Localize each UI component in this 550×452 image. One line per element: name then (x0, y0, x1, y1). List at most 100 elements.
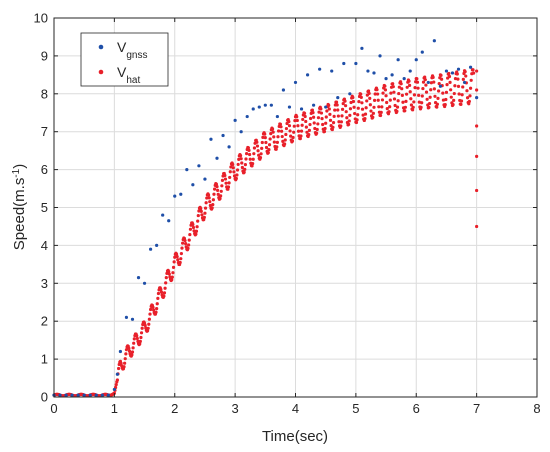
vhat-point (162, 294, 166, 298)
vhat-point (204, 201, 208, 205)
vhat-point (256, 149, 260, 153)
vhat-point (234, 176, 238, 181)
x-tick-label: 8 (533, 401, 540, 416)
vgnss-point (408, 69, 412, 73)
vhat-point (215, 185, 219, 189)
vhat-point (280, 129, 284, 133)
vhat-point (461, 85, 465, 89)
vgnss-point (426, 80, 430, 85)
vhat-point (175, 255, 179, 259)
vhat-point (246, 146, 251, 150)
vhat-point (272, 140, 276, 144)
vhat-point (400, 87, 404, 91)
vhat-point (351, 95, 355, 100)
vhat-point (349, 100, 353, 105)
y-axis-label-close: ) (11, 164, 28, 169)
vhat-point (354, 120, 359, 125)
vhat-point (457, 92, 461, 96)
vhat-point (427, 101, 432, 106)
vhat-point (219, 194, 223, 198)
vgnss-point (239, 130, 243, 134)
vhat-point (324, 121, 328, 125)
vhat-point (428, 95, 432, 99)
vhat-point (407, 79, 411, 83)
vhat-point (210, 206, 214, 210)
vgnss-point (251, 107, 255, 111)
x-tick-label: 6 (413, 401, 420, 416)
vgnss-point (64, 393, 68, 397)
vgnss-point (468, 65, 473, 69)
x-tick-label: 7 (473, 401, 480, 416)
vhat-point (194, 229, 199, 233)
vhat-point (424, 90, 429, 94)
vhat-point (206, 193, 211, 197)
vhat-point (127, 349, 132, 353)
vhat-point (145, 329, 150, 333)
vhat-point (328, 118, 333, 122)
legend: Vgnss Vhat (80, 32, 169, 87)
vhat-point (183, 238, 187, 243)
vhat-point (264, 140, 268, 145)
vgnss-point (94, 393, 98, 397)
vhat-point (409, 103, 414, 107)
vhat-point (469, 78, 473, 82)
vhat-point (236, 162, 240, 167)
vhat-point (411, 108, 415, 112)
vhat-point (404, 99, 408, 103)
y-tick-label: 4 (41, 238, 48, 253)
y-axis-label: Speed(m.s-1) (11, 164, 29, 250)
vhat-point (252, 146, 257, 150)
vhat-point (417, 100, 421, 104)
vhat-point (248, 152, 252, 157)
vhat-point (360, 101, 364, 105)
vhat-point (255, 140, 259, 144)
vhat-point (327, 103, 331, 107)
vhat-point (208, 200, 212, 204)
vhat-point (122, 365, 126, 369)
vhat-point (359, 95, 363, 99)
vhat-point (319, 111, 324, 115)
vhat-point (415, 77, 419, 81)
vhat-point (436, 89, 441, 93)
vhat-point (367, 91, 371, 96)
vhat-point (365, 99, 369, 103)
vhat-point (475, 224, 479, 229)
vhat-point (383, 84, 387, 88)
y-tick-label: 8 (41, 86, 48, 101)
vhat-point (471, 68, 475, 72)
vhat-point (344, 110, 348, 114)
vhat-point (179, 251, 183, 256)
vhat-point (114, 383, 118, 387)
vhat-point (139, 331, 144, 335)
vhat-point (441, 98, 446, 102)
vhat-point (377, 105, 381, 109)
vhat-point (290, 139, 295, 143)
vhat-point (124, 352, 128, 356)
vhat-point (339, 120, 343, 124)
vgnss-point (299, 107, 304, 111)
vhat-point (266, 151, 270, 155)
vhat-point (395, 109, 399, 113)
vgnss-point (112, 387, 116, 392)
vhat-point (271, 130, 275, 134)
vhat-point (383, 88, 388, 92)
vhat-point (419, 105, 423, 109)
vhat-point (119, 361, 123, 365)
vhat-point (281, 139, 285, 144)
vhat-point (315, 127, 319, 132)
vhat-point (131, 346, 135, 350)
vgnss-point (245, 114, 249, 119)
vhat-point (200, 213, 204, 217)
vhat-point (167, 269, 171, 274)
vgnss-point (330, 69, 334, 73)
vhat-point (304, 119, 308, 124)
vhat-point (275, 140, 279, 144)
y-tick-label: 9 (41, 48, 48, 63)
y-tick-label: 1 (41, 352, 48, 367)
vhat-point (396, 99, 400, 103)
vhat-point (445, 83, 449, 87)
vhat-point (188, 227, 193, 231)
vhat-point (431, 75, 435, 79)
vhat-point (355, 118, 359, 122)
y-axis-label-sup: -1 (11, 168, 22, 177)
